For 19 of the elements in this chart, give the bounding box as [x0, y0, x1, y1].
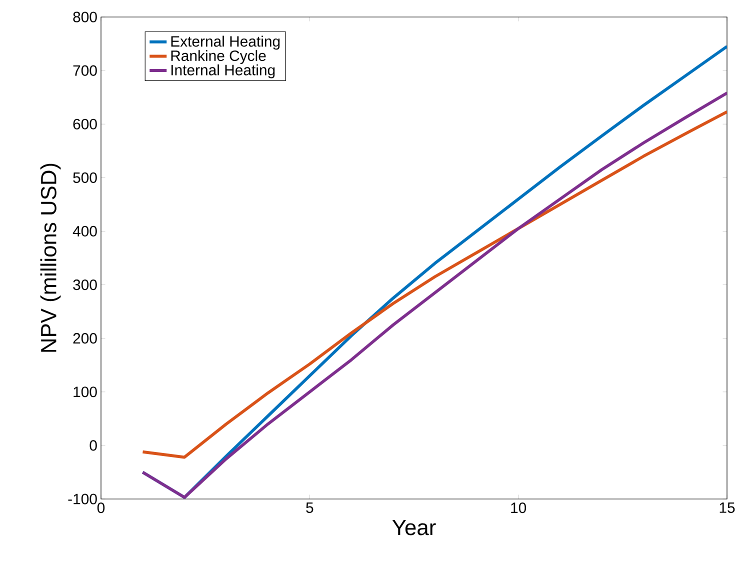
x-tick-label: 10	[511, 502, 526, 514]
y-tick-label: 300	[73, 279, 97, 290]
x-tick-label: 5	[306, 502, 314, 513]
legend-label: External Heating	[171, 36, 280, 50]
y-tick-label: 100	[74, 386, 97, 398]
y-tick-label: 200	[73, 333, 97, 344]
x-tick-label: 15	[720, 502, 735, 513]
y-axis-title: NPV (millions USD)	[40, 164, 61, 352]
y-tick-label: 600	[73, 118, 97, 130]
legend-label: Internal Heating	[171, 64, 275, 78]
y-tick-label: 700	[73, 65, 97, 76]
y-tick-label: 0	[90, 440, 97, 451]
y-tick-label: 400	[72, 226, 97, 237]
x-tick-label: 0	[97, 502, 105, 514]
legend-label: Rankine Cycle	[171, 50, 266, 64]
y-tick-label: -100	[68, 494, 97, 504]
y-tick-label: 500	[73, 172, 97, 183]
x-axis-title: Year	[392, 520, 436, 536]
y-tick-label: 800	[73, 12, 97, 22]
